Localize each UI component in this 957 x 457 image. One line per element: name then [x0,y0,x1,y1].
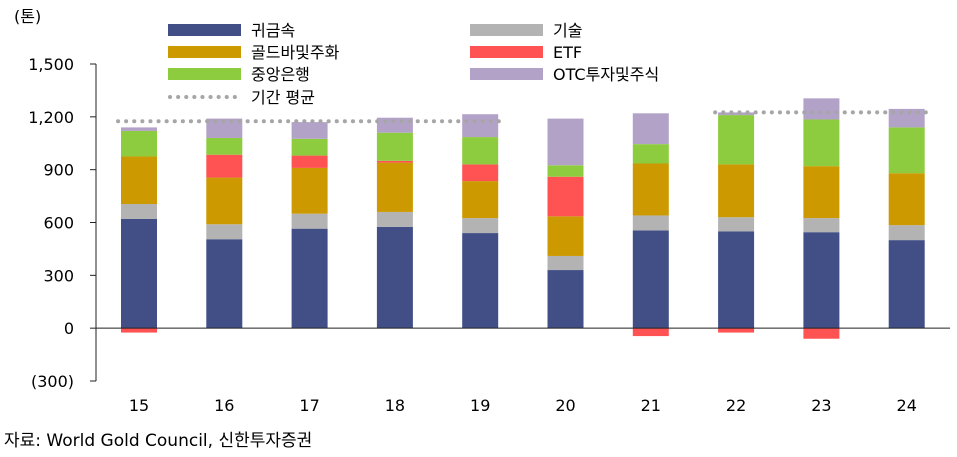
x-tick-labels: 15 16 17 18 19 20 21 22 23 24 [129,396,917,415]
bar-segment [121,204,157,219]
bar-segment [718,112,755,116]
y-tick-label: 1,500 [28,55,74,74]
y-tick-labels: (300) 0 300 600 900 1,200 1,500 [28,55,74,391]
axes [90,63,950,382]
y-tick-label: (300) [31,372,74,391]
x-tick-label: 17 [299,396,319,415]
x-tick-label: 18 [385,396,405,415]
bar-segment [547,270,584,329]
bar-segment [206,224,243,240]
bar-segment [462,114,499,138]
y-tick-label: 1,200 [28,108,74,127]
x-tick-label: 24 [897,396,917,415]
bar-segment [718,115,755,165]
bar-segment [632,215,669,231]
y-tick-label: 300 [43,266,74,285]
bar-segment [121,218,157,329]
bar-segment [121,127,157,131]
bar-segment [547,255,584,271]
bar-segment [121,156,157,205]
legend-swatch [168,46,241,58]
y-tick-label: 900 [43,161,74,180]
bar-segment [803,119,840,167]
bar-segment [803,166,840,219]
bar-segment [291,122,328,139]
bar-segment [547,118,584,166]
bar-segment [206,154,243,178]
bar-segment [291,228,328,329]
bar-segment [632,230,669,329]
legend-swatch [168,24,241,36]
legend-swatch [470,24,543,36]
bar-segment [291,213,328,229]
bar-segment [462,233,499,329]
x-tick-label: 22 [726,396,746,415]
bar-segment [632,328,669,337]
bar-segment [888,173,925,226]
bar-segment [888,225,925,241]
bar-segment [803,232,840,329]
bar-segment [462,181,499,219]
bar-segment [121,328,157,333]
legend-swatch [168,68,241,80]
bar-segment [632,113,669,145]
bar-segment [718,164,755,218]
bar-segment [718,231,755,329]
bar-segment [121,130,157,157]
bar-segment [376,160,413,163]
bar-segment [888,127,925,174]
legend-label: 기간 평균 [251,88,315,107]
bar-segment [462,164,499,182]
bar-segment [803,328,840,339]
x-tick-label: 15 [129,396,149,415]
x-tick-label: 23 [811,396,831,415]
x-tick-label: 21 [641,396,661,415]
bar-segment [547,216,584,256]
bar-segment [206,177,243,225]
bars [121,98,925,339]
bar-segment [632,144,669,164]
bar-segment [547,176,584,217]
bar-segment [206,137,243,155]
legend-label: 중앙은행 [251,65,310,84]
bar-segment [291,155,328,168]
bar-segment [888,240,925,329]
chart: (300) 0 300 600 900 1,200 1,500 15 16 17 18 19 20 21… [14,7,950,415]
bar-segment [803,98,840,120]
bar-segment [376,211,413,227]
bar-segment [803,218,840,233]
x-tick-label: 16 [214,396,234,415]
bar-segment [206,239,243,329]
legend-swatch [470,46,543,58]
bar-segment [206,118,243,138]
y-tick-label: 0 [64,319,74,338]
legend-label: 골드바및주화 [251,43,340,62]
x-tick-label: 20 [555,396,575,415]
bar-segment [462,137,499,165]
legend-label: 귀금속 [251,21,295,40]
legend-swatch [470,68,543,80]
bar-segment [376,226,413,329]
bar-segment [291,138,328,156]
bar-segment [376,162,413,212]
bar-segment [718,217,755,232]
average-lines [116,110,930,124]
legend-label: 기술 [553,21,582,40]
bar-segment [376,132,413,161]
y-tick-label: 600 [43,214,74,233]
source-note: 자료: World Gold Council, 신한투자증권 [4,431,313,451]
bar-segment [547,165,584,177]
legend-label: ETF [553,43,582,62]
bar-segment [888,108,925,128]
y-unit-label: (톤) [14,7,41,26]
x-tick-label: 19 [470,396,490,415]
bar-segment [462,218,499,234]
bar-segment [291,167,328,214]
legend-label: OTC투자및주식 [553,65,659,84]
bar-segment [718,328,755,333]
bar-segment [632,163,669,216]
